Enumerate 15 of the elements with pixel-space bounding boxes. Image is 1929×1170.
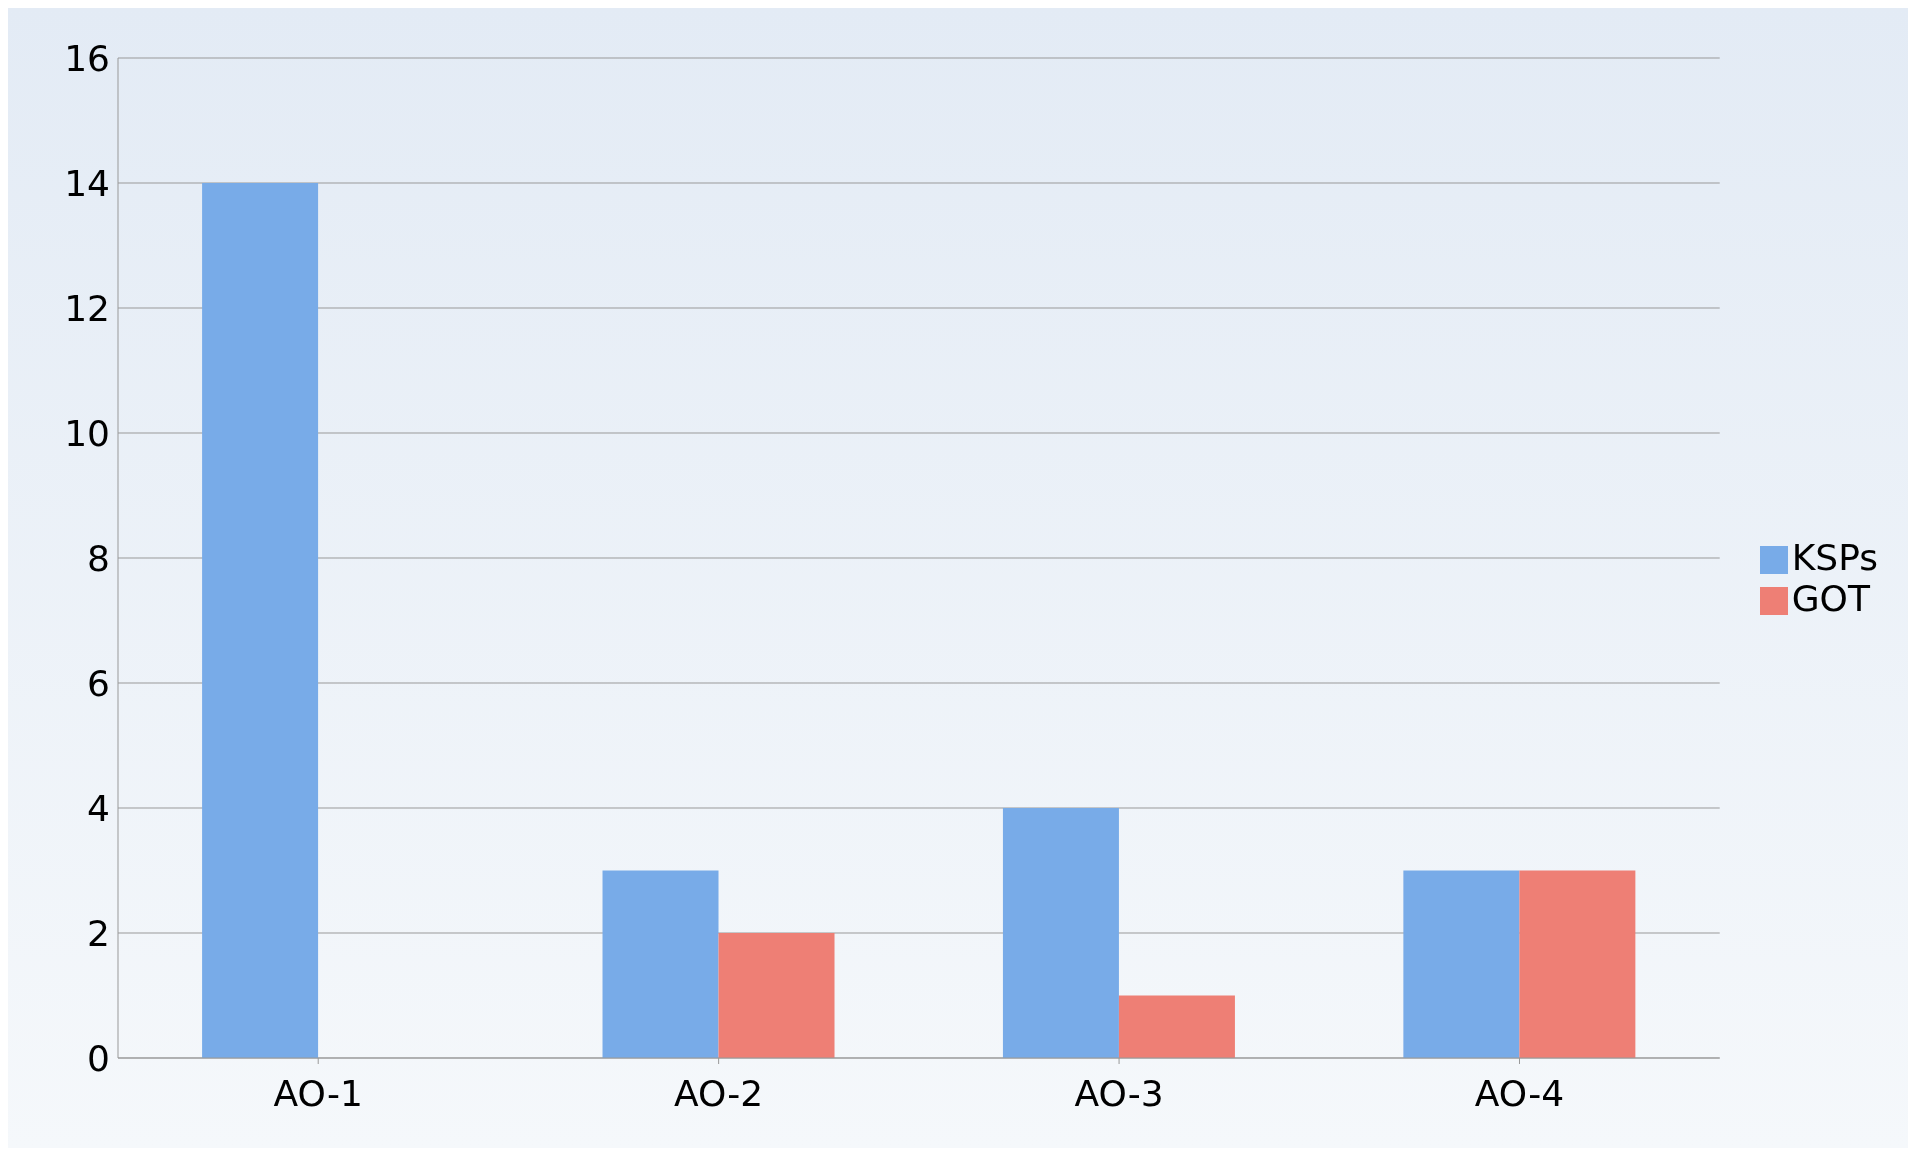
x-tick-label: AO-1: [273, 1072, 363, 1114]
y-tick-label: 4: [87, 787, 110, 829]
x-tick-label: AO-4: [1474, 1072, 1565, 1114]
y-tick-label: 2: [87, 912, 110, 954]
y-tick-label: 0: [87, 1037, 110, 1079]
x-tick-label: AO-3: [1074, 1072, 1164, 1114]
y-tick-label: 6: [87, 662, 110, 704]
y-tick-label: 8: [87, 537, 110, 579]
x-tick-label: AO-2: [674, 1072, 764, 1114]
legend-label: KSPs: [1791, 537, 1878, 578]
y-tick-label: 12: [64, 287, 110, 329]
y-tick-label: 10: [64, 412, 110, 454]
y-tick-label: 14: [64, 162, 110, 204]
legend-label: GOT: [1791, 578, 1870, 619]
y-tick-label: 16: [64, 37, 110, 79]
